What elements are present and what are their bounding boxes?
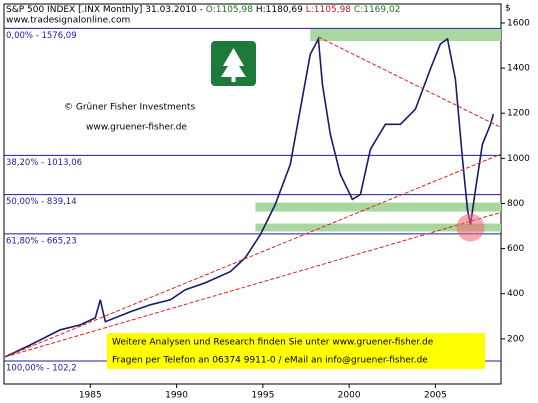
header-open: O:1105,98 (206, 5, 253, 15)
y-tick-label: 800 (507, 199, 524, 209)
x-tick-label: 1995 (251, 391, 274, 401)
y-tick-label: 600 (507, 244, 524, 254)
y-tick-label: 1400 (507, 64, 530, 74)
footer-box (107, 333, 485, 369)
level-label: 100,00% - 102,2 (6, 363, 77, 373)
y-tick-label: 1000 (507, 154, 530, 164)
logo-tree (221, 48, 246, 77)
level-label: 0,00% - 1576,09 (6, 31, 77, 41)
support-zone (310, 29, 501, 42)
y-tick-label: 400 (507, 289, 524, 299)
footer-line: Fragen per Telefon an 06374 9911-0 / eMa… (112, 356, 428, 366)
highlight-circle (456, 213, 485, 242)
header-low: L:1105,98 (306, 5, 352, 15)
y-tick-label: 1200 (507, 109, 530, 119)
y-axis-label: $ (505, 4, 511, 14)
logo (211, 41, 256, 86)
y-tick-label: 1600 (507, 18, 530, 28)
footer-line: Weitere Analysen und Research finden Sie… (112, 338, 434, 348)
x-tick-label: 2000 (338, 391, 361, 401)
x-tick-label: 1985 (79, 391, 102, 401)
x-tick-label: 1990 (165, 391, 188, 401)
support-zone (255, 202, 501, 212)
copyright: © Grüner Fisher Investments (64, 103, 196, 113)
x-tick-label: 2005 (424, 391, 447, 401)
header-high: H:1180,69 (256, 5, 303, 15)
level-label: 50,00% - 839,14 (6, 197, 77, 207)
header-title: S&P 500 INDEX [.INX Monthly] 31.03.2010 … (6, 5, 203, 15)
website: www.gruener-fisher.de (86, 123, 187, 133)
y-tick-label: 200 (507, 334, 524, 344)
header-close: C:1169,02 (354, 5, 401, 15)
level-label: 61,80% - 665,23 (6, 236, 77, 246)
source: www.tradesignalonline.com (6, 16, 130, 26)
support-zone (255, 223, 501, 232)
trend-line (318, 36, 501, 128)
header: S&P 500 INDEX [.INX Monthly] 31.03.2010 … (6, 5, 400, 15)
plot-frame (3, 3, 502, 385)
level-label: 38,20% - 1013,06 (6, 158, 82, 168)
price-line (4, 36, 495, 358)
trend-line (5, 212, 501, 358)
logo-trunk (231, 77, 236, 82)
trend-line (5, 153, 501, 358)
